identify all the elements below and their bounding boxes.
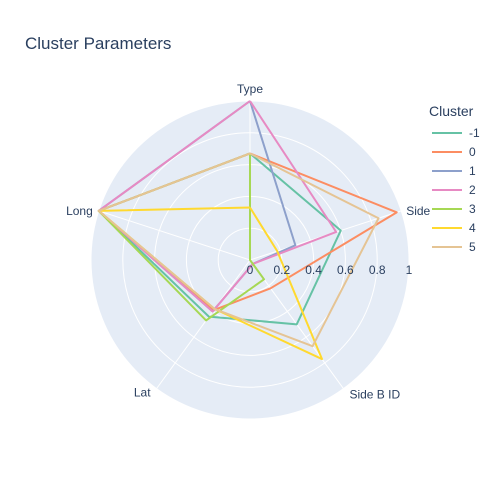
radial-tick-label: 1	[406, 263, 413, 277]
radial-tick-label: 0	[247, 263, 254, 277]
legend-label: 4	[469, 221, 476, 235]
legend-swatch	[432, 227, 462, 229]
legend-item-2[interactable]: 2	[432, 181, 476, 199]
radial-tick-label: 0.2	[273, 263, 290, 277]
series-line-5[interactable]	[97, 152, 380, 348]
legend-label: 2	[469, 183, 476, 197]
legend-title: Cluster	[429, 103, 474, 119]
legend-swatch	[432, 151, 462, 153]
angular-axis-label: Side	[406, 204, 430, 218]
legend-swatch	[432, 170, 462, 172]
angular-axis-label: Side B ID	[349, 388, 400, 402]
radial-tick-label: 0.8	[369, 263, 386, 277]
legend-item-4[interactable]: 4	[432, 219, 476, 237]
angular-axis-label: Type	[237, 82, 263, 96]
chart-title: Cluster Parameters	[25, 34, 172, 53]
legend-swatch	[432, 208, 462, 210]
series-line-2[interactable]	[97, 100, 338, 313]
legend-swatch	[432, 246, 462, 248]
radial-tick-label: 0.6	[337, 263, 354, 277]
legend-label: -1	[469, 126, 480, 140]
series-line-4[interactable]	[97, 206, 323, 361]
legend-label: 3	[469, 202, 476, 216]
angular-axis-label: Long	[66, 204, 93, 218]
angular-gridline	[156, 259, 251, 389]
legend-label: 1	[469, 164, 476, 178]
legend-swatch	[432, 189, 462, 191]
legend-swatch	[432, 132, 462, 134]
legend-item-5[interactable]: 5	[432, 238, 476, 256]
legend-item-1[interactable]: 1	[432, 162, 476, 180]
legend-item-3[interactable]: 3	[432, 200, 476, 218]
angular-axis-label: Lat	[134, 386, 151, 400]
legend-label: 5	[469, 240, 476, 254]
legend-item--1[interactable]: -1	[432, 124, 480, 142]
legend-label: 0	[469, 145, 476, 159]
legend-item-0[interactable]: 0	[432, 143, 476, 161]
radial-tick-label: 0.4	[305, 263, 322, 277]
angular-gridline	[98, 210, 251, 261]
